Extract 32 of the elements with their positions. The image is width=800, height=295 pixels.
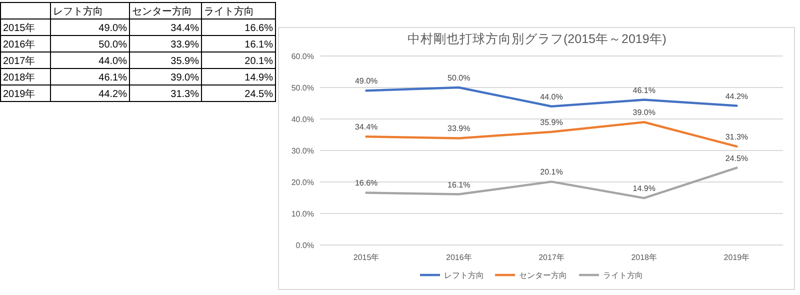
legend-label: センター方向 (519, 271, 567, 280)
y-tick-label: 20.0% (291, 178, 314, 187)
data-label: 46.1% (632, 86, 656, 95)
y-tick-label: 50.0% (291, 84, 314, 92)
data-label: 49.0% (354, 76, 378, 86)
y-tick-label: 60.0% (291, 52, 314, 61)
x-tick-label: 2017年 (538, 253, 564, 262)
data-label: 34.4% (354, 122, 378, 132)
x-tick-label: 2019年 (724, 253, 750, 262)
y-tick-label: 10.0% (291, 210, 314, 218)
x-tick-label: 2018年 (631, 253, 657, 262)
data-label: 44.2% (725, 92, 748, 101)
value-table: レフト方向 センター方向 ライト方向 2015年 49.0% 34.4% 16.6% 2016年 50.0% 33.9% 16.1% 2017年 44.0% 35.9% 20.1% 2018年 46.1% 39.0% 14.9% 2019年 44.2% 31.3% 24.5% (0, 2, 276, 102)
legend-label: レフト方向 (444, 271, 484, 280)
data-label: 44.0% (540, 92, 563, 102)
data-label: 50.0% (448, 74, 470, 82)
data-label: 14.9% (632, 184, 656, 194)
data-label: 20.1% (540, 168, 563, 177)
data-label: 33.9% (448, 124, 470, 134)
y-tick-label: 0.0% (296, 241, 314, 250)
y-tick-label: 30.0% (291, 146, 314, 156)
data-label: 39.0% (632, 108, 656, 118)
data-label: 16.6% (354, 178, 378, 188)
x-tick-label: 2015年 (353, 253, 380, 262)
data-label: 35.9% (540, 118, 563, 127)
y-tick-label: 40.0% (291, 115, 314, 124)
data-label: 31.3% (725, 132, 748, 142)
chart-title: 中村剛也打球方向別グラフ(2015年～2019年) (408, 31, 666, 46)
data-label: 24.5% (725, 154, 748, 163)
x-tick-label: 2016年 (446, 253, 472, 262)
data-label: 16.1% (448, 180, 470, 190)
legend-label: ライト方向 (603, 271, 643, 280)
